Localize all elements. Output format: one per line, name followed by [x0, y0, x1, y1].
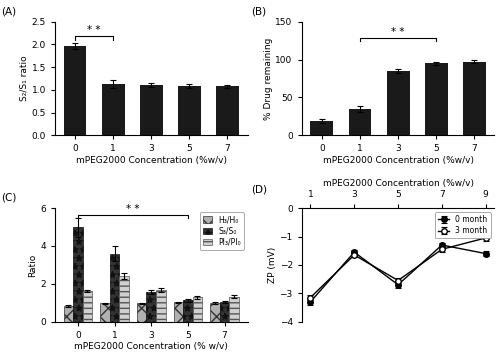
Bar — [183, 301, 192, 322]
Text: * *: * * — [392, 27, 405, 37]
Bar — [102, 84, 124, 135]
Bar — [137, 303, 146, 322]
Text: (B): (B) — [252, 6, 266, 16]
Bar — [230, 297, 239, 322]
Bar — [348, 109, 372, 135]
Bar — [110, 253, 120, 322]
Bar — [82, 291, 92, 322]
Bar — [73, 227, 83, 322]
Legend: H₃/H₀, S₃/S₀, PI₃/PI₀: H₃/H₀, S₃/S₀, PI₃/PI₀ — [200, 212, 244, 250]
Bar — [463, 62, 485, 135]
Legend: 0 month, 3 month: 0 month, 3 month — [435, 212, 490, 238]
Y-axis label: Ratio: Ratio — [28, 253, 38, 277]
X-axis label: mPEG2000 Concentration (%w/v): mPEG2000 Concentration (%w/v) — [76, 156, 227, 165]
Bar — [156, 290, 166, 322]
Bar — [146, 292, 156, 322]
Bar — [424, 64, 448, 135]
Bar — [216, 86, 239, 135]
Y-axis label: % Drug remaining: % Drug remaining — [264, 37, 272, 120]
X-axis label: mPEG2000 Concentration (%w/v): mPEG2000 Concentration (%w/v) — [322, 156, 474, 165]
Text: * *: * * — [126, 204, 140, 214]
Bar — [120, 276, 129, 322]
Text: (C): (C) — [1, 192, 16, 202]
Text: (A): (A) — [1, 6, 16, 16]
Bar — [100, 303, 110, 322]
Y-axis label: ZP (mV): ZP (mV) — [268, 247, 276, 283]
Bar — [386, 71, 409, 135]
Bar — [140, 85, 162, 135]
Bar — [64, 306, 73, 322]
Bar — [210, 303, 220, 322]
X-axis label: mPEG2000 Concentration (%w/v): mPEG2000 Concentration (%w/v) — [322, 179, 474, 188]
Bar — [310, 121, 334, 135]
Text: * *: * * — [88, 25, 101, 35]
Bar — [64, 46, 86, 135]
Bar — [192, 297, 202, 322]
X-axis label: mPEG2000 Concentration (% w/v): mPEG2000 Concentration (% w/v) — [74, 342, 228, 351]
Bar — [178, 86, 201, 135]
Bar — [220, 302, 230, 322]
Text: (D): (D) — [252, 185, 268, 195]
Y-axis label: S₂/S₁ ratio: S₂/S₁ ratio — [20, 56, 28, 101]
Bar — [174, 302, 183, 322]
